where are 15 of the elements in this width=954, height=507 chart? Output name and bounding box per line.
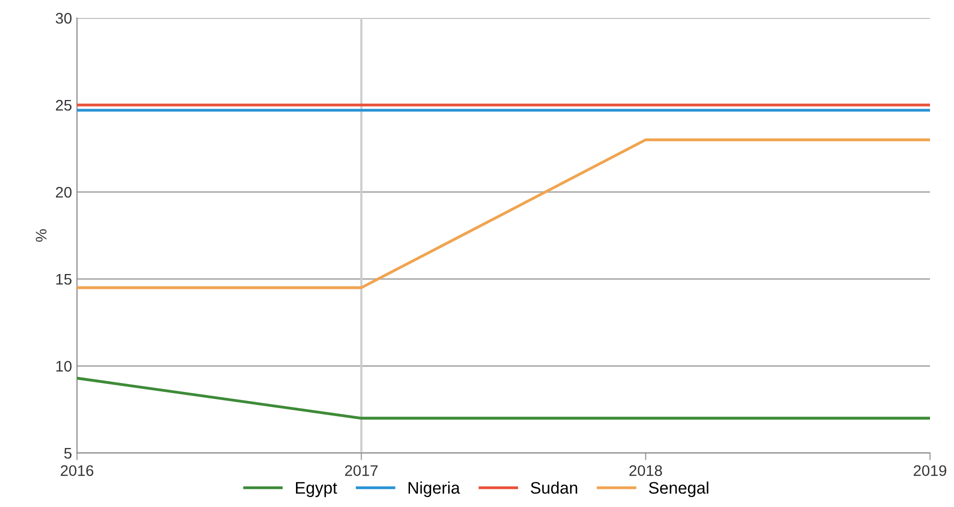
legend-label: Sudan: [530, 482, 578, 494]
y-tick-label: 15: [56, 274, 72, 285]
y-axis-title: %: [36, 229, 47, 242]
y-tick-label: 20: [56, 186, 72, 198]
x-tick-label: 2019: [914, 465, 946, 476]
y-tick-label: 5: [64, 448, 72, 459]
legend-label: Egypt: [296, 482, 338, 498]
y-tick-label: 30: [56, 12, 72, 24]
y-tick-label: 10: [56, 360, 72, 372]
x-tick-label: 2016: [60, 465, 94, 476]
x-tick-label: 2017: [345, 465, 378, 476]
legend-label: Senegal: [648, 482, 708, 498]
x-tick-label: 2018: [629, 465, 662, 476]
legend-label: Nigeria: [408, 482, 460, 498]
y-tick-label: 25: [56, 100, 72, 111]
